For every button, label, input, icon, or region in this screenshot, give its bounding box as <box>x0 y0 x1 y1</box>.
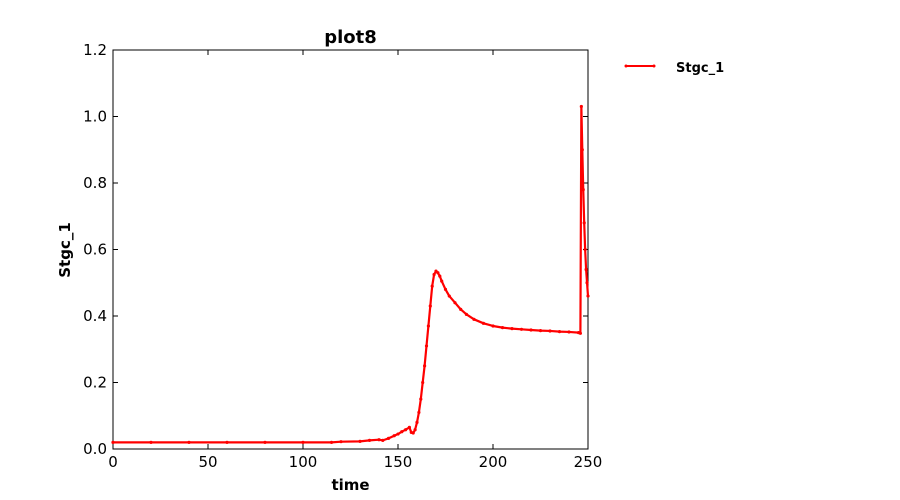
legend: Stgc_1 <box>624 61 724 76</box>
data-point <box>584 267 588 272</box>
data-point <box>567 330 571 334</box>
data-point <box>432 272 436 277</box>
x-axis: 0 50 100 150 200 250 <box>108 50 602 471</box>
data-point <box>386 436 391 440</box>
data-point <box>263 440 267 444</box>
data-point <box>415 420 419 424</box>
data-point <box>481 321 486 325</box>
x-tick-label: 100 <box>289 453 318 471</box>
data-point <box>367 438 372 442</box>
data-point <box>413 428 417 432</box>
data-point <box>428 304 432 308</box>
data-point <box>581 188 585 192</box>
legend-marker-right <box>652 64 656 68</box>
y-axis-label: Stgc_1 <box>56 222 74 278</box>
x-tick-label: 50 <box>198 453 217 471</box>
data-point <box>491 324 495 328</box>
y-tick-label: 0.4 <box>83 307 107 325</box>
data-point <box>426 324 430 328</box>
x-tick-label: 250 <box>574 453 603 471</box>
data-point <box>225 440 229 444</box>
data-point <box>436 271 440 275</box>
y-tick-label: 0.6 <box>83 241 107 259</box>
data-point <box>149 440 153 444</box>
data-point <box>440 279 444 283</box>
x-tick-label: 150 <box>384 453 413 471</box>
data-point <box>396 432 400 436</box>
data-point <box>585 281 589 285</box>
data-point <box>510 327 514 331</box>
data-point <box>472 317 476 321</box>
data-point <box>111 440 115 444</box>
data-point <box>424 344 429 348</box>
x-tick-label: 200 <box>479 453 508 471</box>
legend-marker-left <box>624 64 628 68</box>
data-point <box>301 440 305 444</box>
data-point <box>423 364 427 368</box>
y-tick-label: 0.8 <box>83 174 107 192</box>
data-point <box>538 329 543 333</box>
series-layer <box>111 104 590 444</box>
data-point <box>339 440 343 444</box>
data-point <box>582 221 586 225</box>
data-point <box>529 328 533 332</box>
y-axis: 0.0 0.2 0.4 0.6 0.8 1.0 1.2 <box>83 41 588 458</box>
data-point <box>329 440 334 444</box>
data-point <box>443 287 448 291</box>
data-point <box>447 294 451 298</box>
data-point <box>500 326 505 330</box>
data-point <box>453 301 457 305</box>
data-point <box>438 274 442 278</box>
data-point <box>578 331 583 335</box>
plot-frame <box>112 49 589 450</box>
x-axis-label: time <box>331 476 369 494</box>
data-point <box>404 428 408 432</box>
data-point <box>392 434 396 438</box>
y-tick-label: 1.0 <box>83 108 107 126</box>
data-point <box>411 431 415 435</box>
data-point <box>187 440 191 444</box>
chart-title: plot8 <box>324 27 377 48</box>
data-point <box>407 425 411 429</box>
legend-label-stgc-1: Stgc_1 <box>676 61 724 76</box>
plot-area <box>112 49 589 450</box>
data-point <box>421 380 425 385</box>
x-tick-label: 0 <box>108 453 118 471</box>
data-point <box>419 397 423 401</box>
data-point <box>583 247 587 252</box>
data-point <box>417 410 421 415</box>
y-tick-label: 0.2 <box>83 374 107 392</box>
data-point <box>579 104 583 109</box>
data-point <box>580 148 584 152</box>
data-point <box>519 327 524 331</box>
data-point <box>557 330 562 334</box>
data-point <box>377 438 381 442</box>
data-point <box>548 329 552 333</box>
data-point <box>400 430 404 434</box>
y-tick-label: 0.0 <box>83 440 107 458</box>
data-point <box>430 284 434 288</box>
y-tick-label: 1.2 <box>83 41 107 59</box>
data-point <box>381 438 385 442</box>
data-point <box>464 312 468 316</box>
data-point <box>586 294 590 298</box>
data-point <box>459 307 463 311</box>
data-point <box>358 439 362 443</box>
